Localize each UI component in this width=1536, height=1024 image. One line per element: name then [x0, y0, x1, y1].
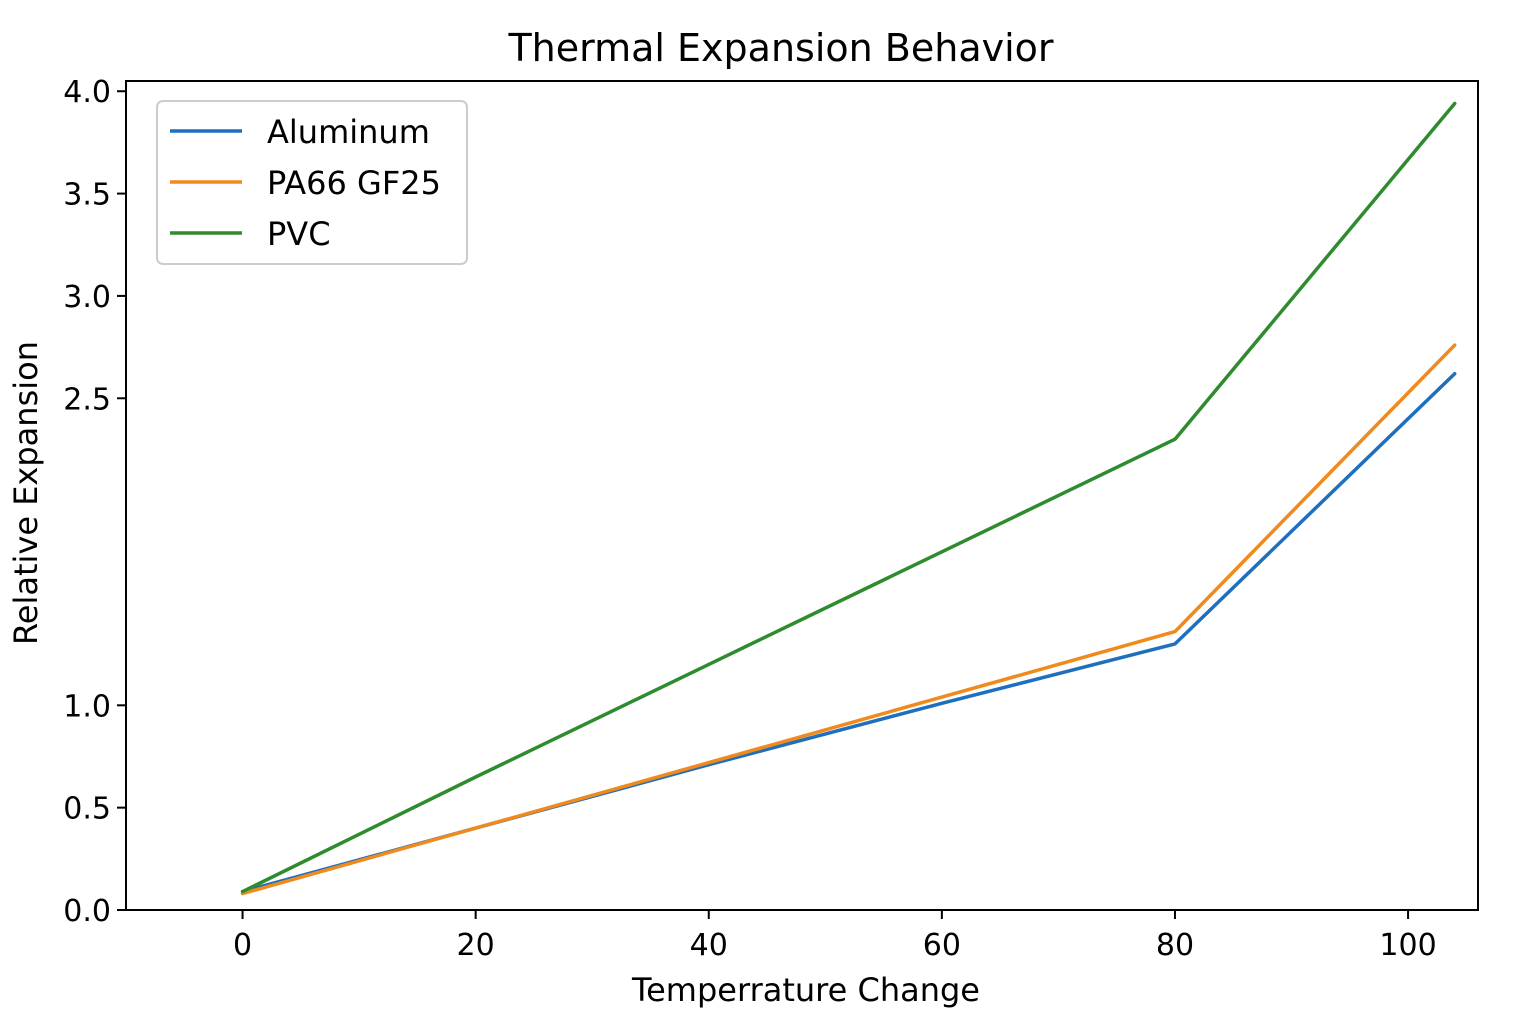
legend-label: PA66 GF25 — [267, 164, 441, 202]
x-tick-label: 0 — [233, 928, 252, 963]
x-axis-ticks: 0 20 40 60 80 100 — [233, 910, 1437, 963]
legend: Aluminum PA66 GF25 PVC — [156, 100, 468, 265]
chart-title: Thermal Expansion Behavior — [507, 26, 1053, 70]
series-line-pvc — [240, 101, 1457, 894]
x-tick-label: 60 — [923, 928, 961, 963]
y-tick-label: 0.0 — [63, 894, 111, 929]
series-line-pa66-gf25 — [240, 343, 1457, 896]
y-tick-label: 2.5 — [63, 382, 111, 417]
y-tick-label: 3.0 — [63, 280, 111, 315]
plot-frame — [125, 80, 1479, 911]
legend-label: PVC — [267, 215, 331, 253]
y-tick-label: 1.0 — [63, 689, 111, 724]
y-axis-ticks: 0.0 0.5 1.0 2.5 3.0 3.5 4.0 — [63, 75, 126, 929]
x-tick-label: 100 — [1379, 928, 1436, 963]
series-lines — [240, 101, 1457, 896]
y-tick-label: 0.5 — [63, 792, 111, 827]
legend-label: Aluminum — [267, 113, 430, 151]
x-tick-label: 80 — [1156, 928, 1194, 963]
plot-area: 0 20 40 60 80 100 0.0 0.5 1.0 2.5 3.0 3.5 4.0 — [63, 75, 1479, 963]
y-tick-label: 4.0 — [63, 75, 111, 110]
y-tick-label: 3.5 — [63, 178, 111, 213]
y-axis-label: Relative Expansion — [7, 341, 45, 645]
legend-box — [156, 100, 468, 265]
x-axis-label: Temperrature Change — [631, 971, 980, 1009]
x-tick-label: 40 — [690, 928, 728, 963]
x-tick-label: 20 — [457, 928, 495, 963]
